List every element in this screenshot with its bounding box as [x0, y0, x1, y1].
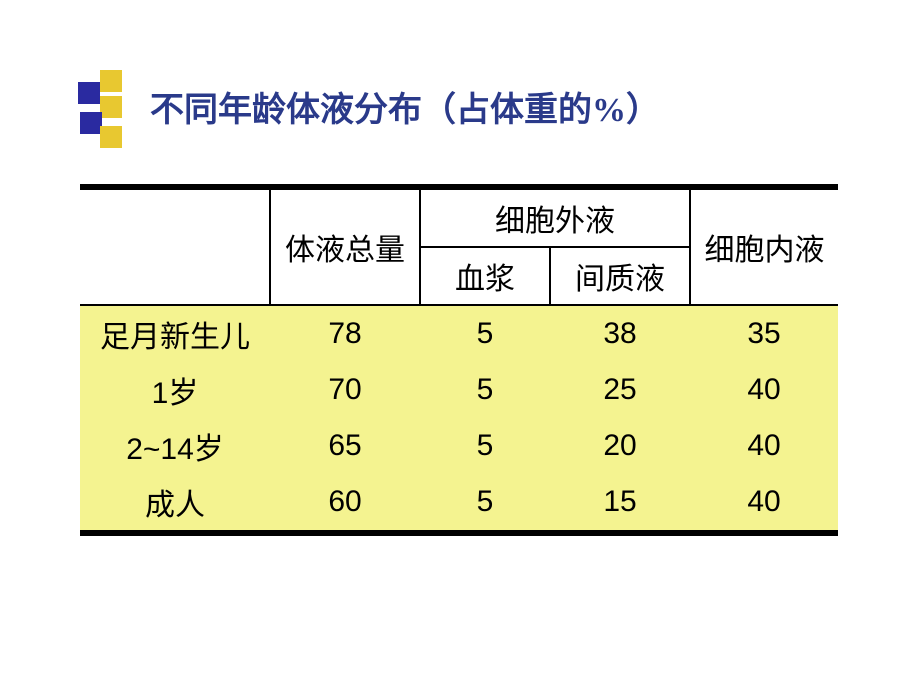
cell-plasma: 5 [420, 305, 550, 362]
bullet-square-5 [100, 126, 122, 148]
cell-age: 1岁 [80, 362, 270, 418]
table-body: 足月新生儿 78 5 38 35 1岁 70 5 25 40 2~14岁 65 … [80, 305, 838, 533]
th-interstitial: 间质液 [550, 247, 690, 305]
cell-interstitial: 15 [550, 474, 690, 533]
th-intracellular: 细胞内液 [690, 187, 838, 305]
cell-total: 60 [270, 474, 420, 533]
cell-interstitial: 38 [550, 305, 690, 362]
title-bullet-icon [78, 70, 124, 160]
cell-intracellular: 35 [690, 305, 838, 362]
table-row: 2~14岁 65 5 20 40 [80, 418, 838, 474]
cell-plasma: 5 [420, 474, 550, 533]
cell-plasma: 5 [420, 418, 550, 474]
th-age [80, 187, 270, 305]
cell-intracellular: 40 [690, 474, 838, 533]
cell-total: 78 [270, 305, 420, 362]
bullet-square-3 [100, 96, 122, 118]
th-extracellular: 细胞外液 [420, 187, 690, 247]
slide-title: 不同年龄体液分布（占体重的%） [150, 82, 850, 131]
cell-age: 2~14岁 [80, 418, 270, 474]
cell-interstitial: 20 [550, 418, 690, 474]
cell-intracellular: 40 [690, 362, 838, 418]
cell-intracellular: 40 [690, 418, 838, 474]
bullet-square-2 [78, 82, 100, 104]
th-total: 体液总量 [270, 187, 420, 305]
table-row: 1岁 70 5 25 40 [80, 362, 838, 418]
body-fluid-table: 体液总量 细胞外液 细胞内液 血浆 间质液 足月新生儿 78 5 38 35 1… [80, 184, 838, 536]
table-row: 成人 60 5 15 40 [80, 474, 838, 533]
cell-total: 65 [270, 418, 420, 474]
bullet-square-1 [100, 70, 122, 92]
cell-plasma: 5 [420, 362, 550, 418]
table-row: 足月新生儿 78 5 38 35 [80, 305, 838, 362]
cell-interstitial: 25 [550, 362, 690, 418]
bullet-square-4 [80, 112, 102, 134]
th-plasma: 血浆 [420, 247, 550, 305]
cell-total: 70 [270, 362, 420, 418]
cell-age: 成人 [80, 474, 270, 533]
cell-age: 足月新生儿 [80, 305, 270, 362]
